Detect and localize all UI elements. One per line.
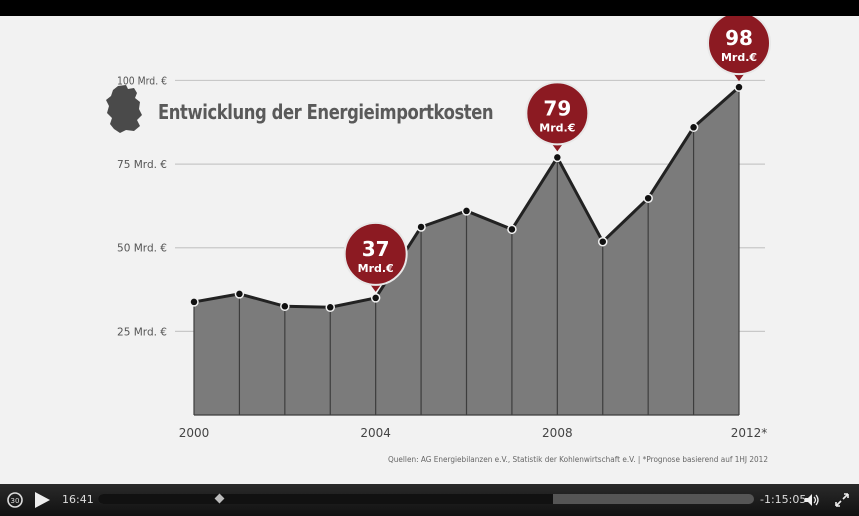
seek-bar-played (98, 494, 554, 504)
callout-circle (707, 16, 771, 76)
x-tick-label: 2004 (360, 426, 391, 440)
remaining-time: -1:15:05 (760, 493, 807, 506)
player-controls: 30 16:41 -1:15:05 (0, 484, 859, 516)
callout-value: 79 (543, 96, 571, 120)
callout-value: 98 (725, 26, 753, 50)
data-point (507, 224, 517, 235)
y-tick-label: 75 Mrd. € (117, 158, 167, 171)
data-point (461, 206, 472, 216)
source-note: Quellen: AG Energiebilanzen e.V., Statis… (388, 455, 768, 464)
callout-unit: Mrd.€ (539, 121, 575, 134)
y-tick-label: 50 Mrd. € (117, 242, 167, 255)
chart-title: Entwicklung der Energieimportkosten (158, 100, 494, 124)
x-tick-label: 2000 (179, 426, 210, 440)
data-point (688, 122, 699, 133)
x-tick-label: 2008 (542, 426, 573, 440)
x-tick-label: 2012* (731, 426, 768, 440)
callout-circle (525, 81, 590, 146)
replay-30-icon[interactable]: 30 (6, 491, 24, 509)
y-tick-label: 25 Mrd. € (117, 325, 167, 338)
seek-bar[interactable] (98, 494, 754, 504)
fullscreen-icon[interactable] (834, 492, 850, 508)
callout-unit: Mrd.€ (358, 262, 394, 275)
data-point (234, 289, 245, 299)
y-tick-label: 100 Mrd. € (117, 74, 167, 87)
volume-icon[interactable] (804, 493, 820, 507)
chart: 25 Mrd. € 50 Mrd. € 75 Mrd. € 100 Mrd. € 20… (117, 16, 771, 464)
callout-circle (343, 221, 408, 286)
elapsed-time: 16:41 (62, 493, 94, 506)
data-point (734, 82, 744, 92)
top-bar (0, 0, 859, 16)
data-point (552, 152, 563, 163)
callout-unit: Mrd.€ (721, 51, 757, 64)
data-point (325, 302, 335, 313)
data-point (416, 222, 426, 232)
callout-value: 37 (362, 237, 390, 261)
germany-map-icon (106, 85, 142, 133)
play-icon[interactable] (32, 490, 52, 510)
video-frame: Entwicklung der Energieimportkosten 25 M… (0, 16, 859, 484)
svg-text:30: 30 (11, 497, 20, 505)
data-point (280, 301, 290, 312)
data-point (643, 193, 653, 203)
data-point (189, 297, 199, 307)
data-point (370, 293, 381, 303)
data-point (598, 236, 608, 247)
